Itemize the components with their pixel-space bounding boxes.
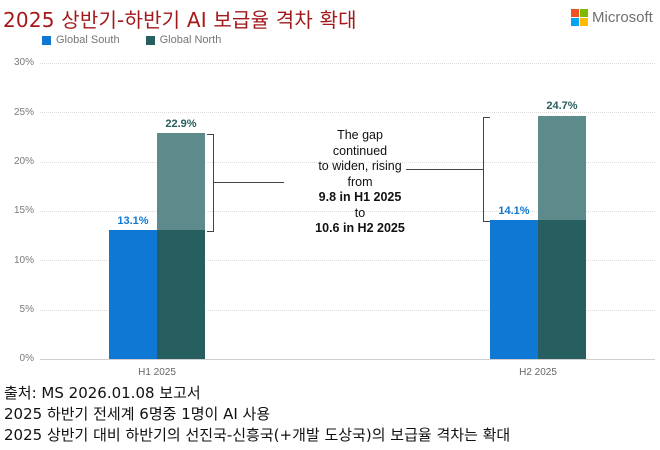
chart-title: 2025 상반기-하반기 AI 보급율 격차 확대 [3,8,357,32]
legend-swatch-icon [145,35,155,45]
annotation-text: to [354,205,366,220]
y-tick-25: 25% [13,107,34,118]
microsoft-logo-icon [571,9,588,26]
annotation-text: continued [332,143,388,158]
x-axis-line [40,359,655,360]
gap-bracket-h2 [483,117,490,222]
note-line: 2025 상반기 대비 하반기의 선진국-신흥국(+개발 도상국)의 보급율 격… [4,426,511,444]
annotation-text-bold: 10.6 in H2 2025 [315,221,405,235]
y-tick-30: 30% [13,57,34,68]
y-tick-10: 10% [13,255,34,266]
bar-h2-global-south [490,220,538,359]
connector-line-h1 [213,182,284,183]
gridline [40,211,655,212]
connector-line-h2 [406,169,483,170]
annotation-text-bold: 9.8 in H1 2025 [318,190,402,204]
legend-item-global-south: Global South [42,34,120,46]
bar-h1-global-south [109,230,157,359]
chart-legend: Global South Global North [42,34,221,46]
note-source: 출처: MS 2026.01.08 보고서 [4,384,201,402]
gridline [40,63,655,64]
y-tick-15: 15% [13,205,34,216]
value-label-h2-south: 14.1% [498,205,530,217]
y-tick-0: 0% [19,353,34,364]
value-label-h2-north: 24.7% [546,100,578,112]
x-tick-h2: H2 2025 [519,367,557,378]
microsoft-logo-text: Microsoft [592,9,653,26]
legend-label: Global North [159,34,222,46]
y-tick-20: 20% [13,156,34,167]
gap-annotation: The gap continued to widen, rising from … [290,128,430,237]
gridline [40,112,655,113]
gridline [40,162,655,163]
legend-swatch-icon [42,35,51,45]
note-line: 2025 하반기 전세계 6명중 1명이 AI 사용 [4,405,271,423]
annotation-text: The gap [337,128,383,142]
footnotes: 출처: MS 2026.01.08 보고서 2025 하반기 전세계 6명중 1… [4,383,510,446]
legend-label: Global South [56,34,120,46]
x-tick-h1: H1 2025 [138,367,176,378]
value-label-h1-north: 22.9% [165,118,197,130]
legend-item-global-north: Global North [145,34,222,46]
gridline [40,310,655,311]
value-label-h1-south: 13.1% [117,215,149,227]
bar-h1-global-north-upper [157,133,205,230]
bar-h2-global-north-upper [538,116,586,220]
annotation-text: from [347,174,373,189]
annotation-text: to widen, rising [318,159,402,173]
microsoft-logo: Microsoft [571,9,653,26]
gap-bracket-h1 [207,134,214,232]
y-tick-5: 5% [19,304,34,315]
gridline [40,260,655,261]
bar-h1-global-north-lower [157,230,205,359]
bar-h2-global-north-lower [538,220,586,359]
